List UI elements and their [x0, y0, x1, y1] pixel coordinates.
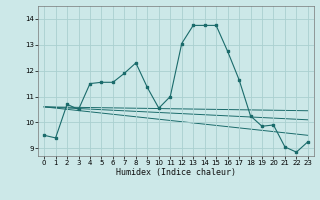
- X-axis label: Humidex (Indice chaleur): Humidex (Indice chaleur): [116, 168, 236, 177]
